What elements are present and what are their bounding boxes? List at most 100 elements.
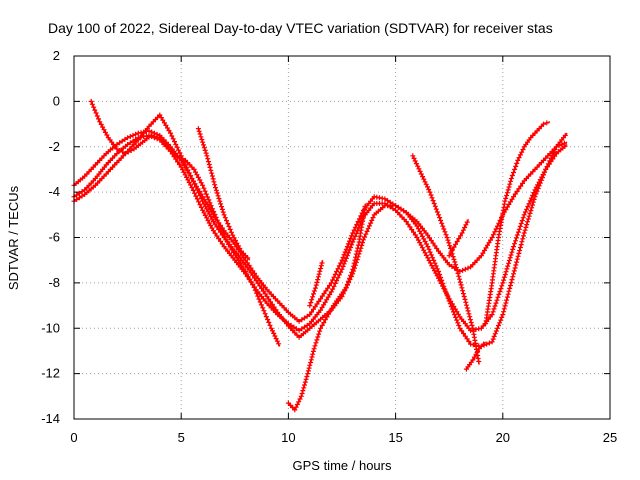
data-point-marker [198, 195, 204, 201]
data-point-marker [274, 338, 280, 344]
data-point-marker [214, 217, 220, 223]
data-point-marker [501, 274, 507, 280]
data-point-marker [266, 319, 272, 325]
data-point-marker [508, 283, 513, 288]
data-point-marker [176, 147, 181, 153]
data-point-marker [101, 127, 107, 133]
data-point-marker [309, 354, 315, 360]
data-point-marker [427, 260, 433, 266]
data-point-marker [260, 288, 266, 294]
data-point-marker [349, 269, 355, 275]
data-point-marker [544, 164, 550, 170]
data-point-marker [496, 323, 501, 328]
data-point-marker [494, 223, 500, 229]
data-point-marker [370, 215, 376, 221]
data-point-marker [235, 243, 241, 249]
data-point-marker [521, 212, 527, 218]
data-point-marker [453, 314, 459, 320]
data-point-marker [251, 284, 257, 290]
data-point-marker [513, 262, 519, 268]
data-point-marker [493, 328, 499, 334]
data-point-marker [481, 248, 487, 253]
data-point-marker [202, 203, 208, 209]
data-point-marker [505, 263, 511, 269]
data-point-marker [459, 230, 465, 236]
data-point-marker [214, 190, 220, 196]
data-point-marker [488, 237, 493, 243]
data-point-marker [453, 262, 459, 268]
data-point-marker [440, 223, 446, 229]
data-point-marker [353, 231, 359, 237]
data-point-marker [429, 195, 435, 201]
data-point-marker [469, 322, 475, 328]
data-point-marker [342, 258, 348, 264]
data-point-marker [353, 254, 359, 260]
data-point-marker [347, 247, 352, 253]
data-point-marker [543, 166, 549, 172]
data-point-marker [89, 101, 95, 107]
data-point-marker [518, 183, 524, 189]
data-point-marker [254, 290, 259, 296]
data-point-marker [517, 245, 523, 250]
data-point-marker [176, 162, 182, 167]
data-point-marker [411, 155, 417, 161]
data-point-marker [302, 315, 307, 321]
data-point-marker [261, 308, 267, 314]
data-point-marker [125, 135, 131, 141]
data-point-marker [245, 255, 251, 261]
data-point-marker [352, 234, 358, 239]
data-point-marker [452, 312, 458, 318]
data-point-marker [272, 333, 278, 339]
data-point-marker [463, 299, 469, 305]
series-trace-4 [88, 98, 282, 347]
data-point-marker [100, 124, 106, 130]
data-point-marker [460, 267, 466, 273]
x-tick-label: 25 [603, 430, 617, 445]
data-point-marker [230, 232, 236, 238]
data-point-marker [562, 143, 568, 149]
data-point-marker [312, 304, 318, 310]
x-tick-label: 15 [388, 430, 402, 445]
data-point-marker [527, 198, 533, 204]
data-point-marker [319, 322, 325, 328]
data-point-marker [542, 169, 548, 175]
data-point-marker [499, 283, 505, 289]
data-point-marker [334, 278, 340, 284]
data-point-marker [316, 271, 322, 277]
data-point-marker [446, 298, 452, 304]
data-point-marker [192, 181, 198, 187]
data-point-marker [425, 232, 431, 238]
data-point-marker [327, 283, 332, 288]
data-point-marker [491, 306, 497, 312]
data-point-marker [443, 232, 449, 238]
data-point-marker [501, 309, 507, 315]
data-point-marker [430, 240, 436, 246]
data-point-marker [216, 236, 222, 242]
data-point-marker [412, 158, 418, 164]
data-point-marker [513, 238, 518, 244]
data-point-marker [526, 213, 532, 219]
data-point-marker [311, 288, 317, 294]
data-point-marker [248, 279, 254, 285]
grid-lines [74, 56, 610, 419]
data-point-marker [157, 112, 163, 118]
data-point-marker [189, 176, 195, 181]
data-point-marker [323, 288, 329, 294]
data-point-marker [507, 285, 513, 291]
data-point-marker [307, 303, 313, 309]
data-point-marker [507, 255, 513, 261]
data-point-marker [330, 286, 336, 292]
y-tick-label: -8 [48, 275, 60, 290]
data-point-marker [362, 234, 368, 240]
data-point-marker [168, 130, 173, 136]
data-point-marker [241, 266, 247, 272]
y-tick-label: -2 [48, 139, 60, 154]
data-point-marker [460, 288, 466, 294]
data-point-marker [486, 340, 492, 346]
data-point-marker [537, 180, 543, 186]
data-point-marker [512, 166, 518, 172]
data-point-marker [511, 244, 516, 250]
data-point-marker [225, 241, 231, 247]
data-point-marker [188, 182, 194, 188]
data-point-marker [520, 147, 526, 152]
